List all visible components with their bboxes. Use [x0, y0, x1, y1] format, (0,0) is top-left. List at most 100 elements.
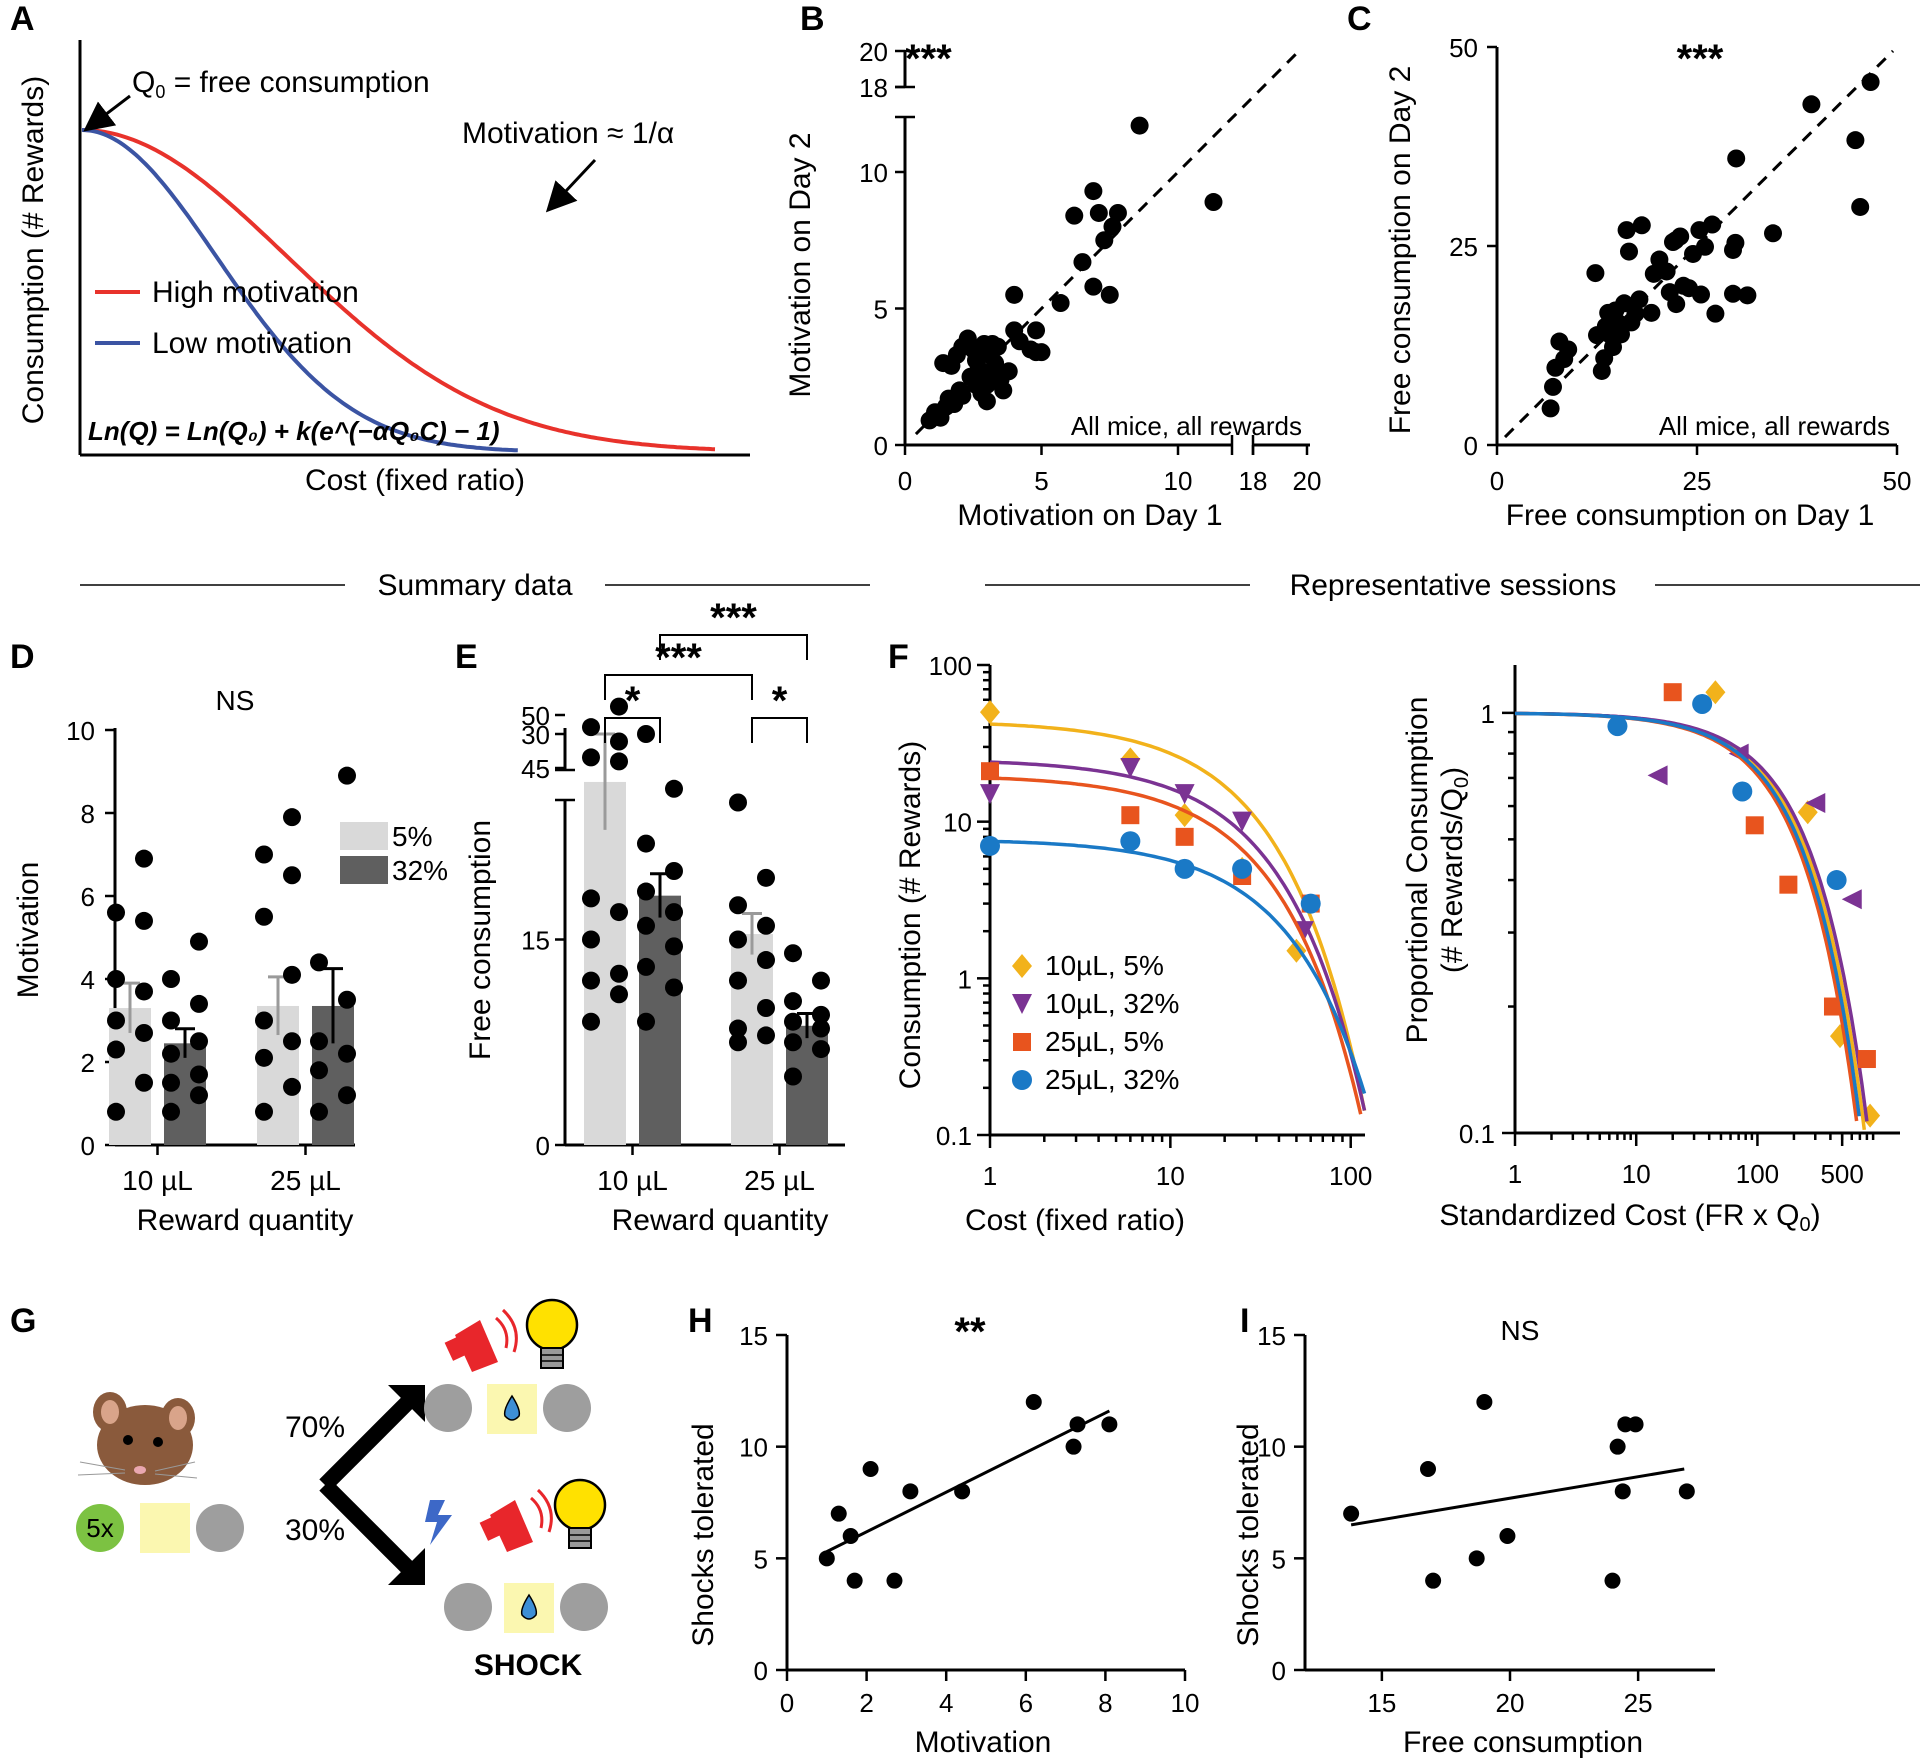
panel-f-right-x-tick-label: 500	[1820, 1159, 1863, 1189]
panel-f-right-xlabel: Standardized Cost (FR x Q0)	[1439, 1199, 1820, 1236]
panel-i-y-tick-label: 0	[1272, 1656, 1286, 1686]
port-left-top	[424, 1384, 472, 1432]
panel-e-point	[665, 862, 683, 880]
panel-i-point	[1604, 1572, 1621, 1589]
panel-b-point	[1027, 321, 1046, 340]
panel-f-left-xlabel: Cost (fixed ratio)	[965, 1204, 1185, 1237]
panel-d-point	[338, 766, 356, 785]
port-left-bottom	[444, 1583, 492, 1631]
panel-e-point	[582, 1012, 600, 1031]
panel-f-left-point	[1174, 784, 1195, 805]
panel-d-x-tick-label: 10 µL	[122, 1165, 193, 1196]
panel-e-point	[610, 964, 628, 983]
panel-f-right: Standardized Cost (FR x Q0) Proportional…	[1401, 665, 1900, 1236]
panel-f-left-legend-label: 10µL, 32%	[1045, 988, 1179, 1019]
panel-e-point	[729, 793, 747, 812]
panel-i-point	[1468, 1550, 1485, 1567]
panel-f-left-x-tick-label: 1	[983, 1161, 997, 1191]
panel-e-ylabel: Free consumption	[464, 820, 497, 1060]
panel-d-point	[135, 1023, 153, 1042]
panel-h-point	[902, 1483, 919, 1500]
panel-f-right-x-tick-label: 100	[1736, 1159, 1779, 1189]
panel-b-y-tick-label: 20	[859, 37, 888, 67]
panel-d-point	[338, 1044, 356, 1063]
panel-d: D NS Reward quantity Motivation 0 2 4 6 8 10 1…	[10, 638, 448, 1237]
panel-f-right-ylabel-2: (# Rewards/Q0)	[1436, 767, 1473, 973]
high-motivation-curve	[82, 128, 716, 452]
panel-d-xlabel: Reward quantity	[137, 1204, 354, 1237]
panel-f-left-x-tick-label: 10	[1156, 1161, 1185, 1191]
panel-e-point	[610, 985, 628, 1004]
panel-d-significance: NS	[216, 685, 255, 716]
panel-f-left-y-tick-label: 100	[929, 651, 972, 681]
panel-e-point	[665, 937, 683, 956]
panel-b-point	[1089, 203, 1108, 222]
panel-c-y-tick-label: 0	[1464, 431, 1478, 461]
panel-b-y-tick-label: 18	[859, 73, 888, 103]
panel-b-point	[1130, 116, 1149, 135]
panel-i-point	[1499, 1528, 1516, 1544]
arrow-up-head	[388, 1385, 425, 1422]
panel-d-y-tick-label: 6	[81, 882, 95, 912]
panel-b-point	[1100, 285, 1119, 304]
panel-c-point	[1861, 73, 1880, 92]
panel-i-fit-line	[1350, 1467, 1685, 1527]
panel-e-point	[610, 697, 628, 716]
panel-d-point	[107, 1011, 125, 1030]
panel-g: G 5x 70% 30%	[10, 1298, 608, 1682]
panel-e-point	[665, 903, 683, 922]
panel-h-point	[830, 1505, 847, 1522]
panel-b-point	[999, 362, 1018, 381]
panel-f-left-legend-marker	[1012, 1070, 1032, 1090]
panel-b-x-tick-label: 5	[1034, 466, 1048, 496]
panel-f-right-point	[1705, 680, 1726, 705]
reward-port	[140, 1503, 190, 1553]
panel-h-xlabel: Motivation	[915, 1726, 1052, 1759]
panel-f-right-point	[1692, 693, 1713, 714]
panel-b-x-tick-label: 0	[898, 466, 912, 496]
panel-h-x-tick-label: 6	[1019, 1688, 1033, 1718]
panel-e-point	[812, 1040, 830, 1059]
panel-e-point	[665, 978, 683, 997]
panel-d-y-tick-label: 8	[81, 799, 95, 829]
panel-d-point	[283, 1077, 301, 1096]
summary-section-title: Summary data	[377, 569, 572, 602]
panel-i-ylabel: Shocks tolerated	[1232, 1423, 1265, 1646]
shock-label: SHOCK	[474, 1649, 583, 1682]
panel-i-point	[1627, 1416, 1644, 1433]
panel-e-point	[729, 1033, 747, 1052]
panel-i: I NS Free consumption Shocks tolerated 1…	[1232, 1302, 1715, 1759]
panel-h-y-tick-label: 0	[754, 1656, 768, 1686]
panel-d-point	[338, 1086, 356, 1105]
panel-d-point	[190, 932, 208, 951]
panel-h-point	[886, 1572, 903, 1589]
panel-e-bracket	[751, 717, 808, 743]
panel-h-fit-line	[826, 1409, 1111, 1553]
panel-f-left: F Cost (fixed ratio) Consumption (# Rewa…	[888, 638, 1372, 1237]
water-drop-icon	[503, 1394, 521, 1421]
panel-d-point	[190, 994, 208, 1013]
panel-f-left-legend-label: 10µL, 5%	[1045, 950, 1164, 981]
panel-f-right-point	[1841, 889, 1862, 910]
light-bulb-icon	[525, 1298, 579, 1369]
panel-b-point	[1065, 206, 1084, 225]
panel-e-point	[637, 725, 655, 743]
panel-f-right-point	[1823, 997, 1842, 1016]
panel-d-y-tick-label: 4	[81, 965, 95, 995]
panel-b-point	[983, 334, 1002, 353]
panel-c-x-tick-label: 25	[1683, 466, 1712, 496]
panel-b-point	[1005, 285, 1024, 304]
panel-b-point	[1051, 294, 1070, 313]
panel-f-right-point	[1647, 765, 1668, 786]
panel-b-y-tick-label: 5	[874, 295, 888, 325]
panel-h-ylabel: Shocks tolerated	[687, 1423, 720, 1646]
panel-d-legend-swatch-5	[340, 822, 388, 850]
panel-c-x-tick-label: 0	[1490, 466, 1504, 496]
panel-f-left-y-tick-label: 1	[958, 964, 972, 994]
panel-c-point	[1671, 227, 1690, 246]
panel-e-point	[637, 1012, 655, 1031]
panel-g-letter: G	[10, 1302, 36, 1340]
panel-d-point	[283, 1032, 301, 1051]
panel-c-point	[1706, 304, 1725, 323]
panel-e-point	[812, 971, 830, 990]
